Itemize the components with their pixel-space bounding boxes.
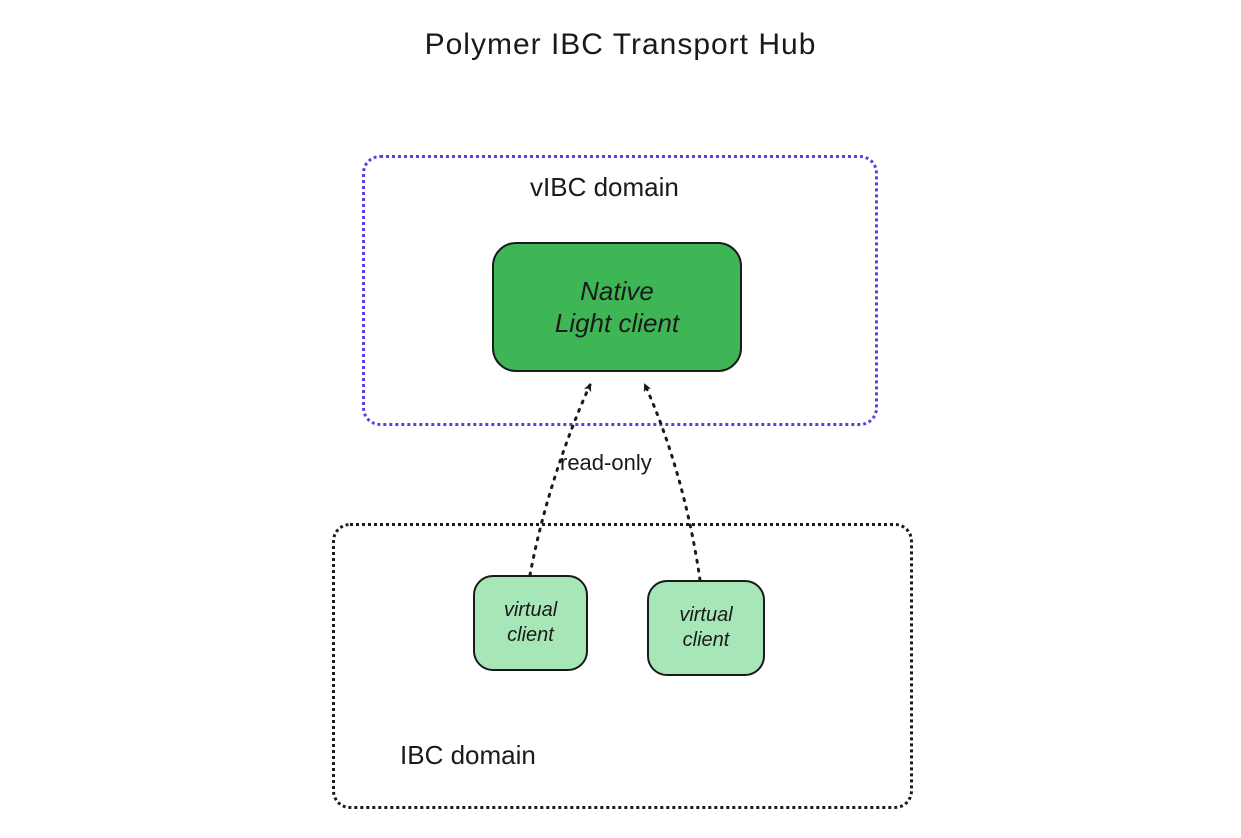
native-light-client-node: Native Light client <box>492 242 742 372</box>
native-line1: Native <box>504 275 730 308</box>
vibc-domain-label: vIBC domain <box>530 172 679 203</box>
virtual-client-2-node: virtual client <box>647 580 765 676</box>
virtual2-line2: client <box>659 628 753 653</box>
diagram-title: Polymer IBC Transport Hub <box>0 28 1241 62</box>
virtual1-line1: virtual <box>485 598 576 623</box>
native-line2: Light client <box>504 307 730 340</box>
virtual1-line2: client <box>485 623 576 648</box>
virtual2-line1: virtual <box>659 603 753 628</box>
ibc-domain-label: IBC domain <box>400 740 536 771</box>
diagram-stage: Polymer IBC Transport Hub vIBC domain IB… <box>0 0 1241 838</box>
read-only-edge-label: read-only <box>560 450 652 476</box>
virtual-client-1-node: virtual client <box>473 575 588 671</box>
